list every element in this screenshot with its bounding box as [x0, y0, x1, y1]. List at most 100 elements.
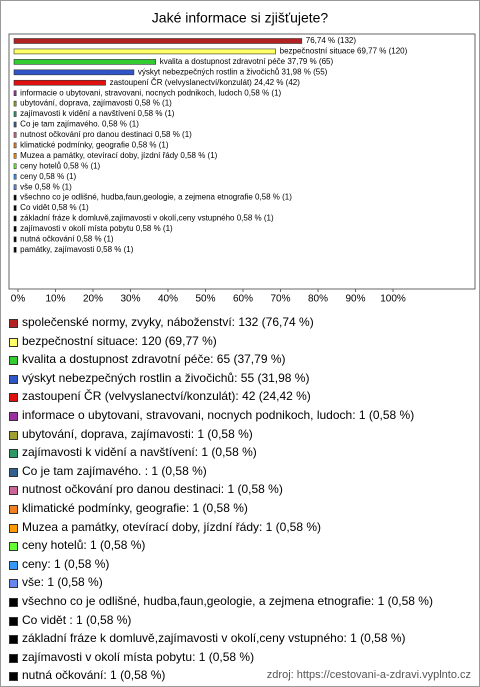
bar: [13, 38, 303, 44]
bar: [13, 226, 17, 232]
bar: [13, 153, 17, 159]
bar: [13, 59, 157, 65]
bar: [13, 111, 17, 117]
bar-label: zastoupení ČR (velvyslanectví/konzulát) …: [110, 78, 301, 87]
bar-label: ubytování, doprava, zajímavosti 0,58 % (…: [20, 99, 172, 108]
legend-swatch: [9, 523, 18, 533]
legend-label: společenské normy, zvyky, náboženství: 1…: [22, 315, 314, 329]
bar: [13, 100, 17, 107]
bar-label: výskyt nebezpečných rostlin a živočichů …: [138, 67, 328, 76]
legend-item: všechno co je odlišné, hudba,faun,geolog…: [9, 594, 471, 609]
legend-label: nutnost očkování pro danou destinaci: 1 …: [22, 482, 283, 497]
x-tick-label: 60%: [233, 294, 253, 305]
legend-swatch: [9, 672, 18, 682]
x-tick-label: 50%: [195, 294, 215, 305]
legend-item: kvalita a dostupnost zdravotní péče: 65 …: [9, 352, 471, 367]
legend-item: bezpečnostní situace: 120 (69,77 %): [9, 334, 471, 349]
x-tick-label: 70%: [270, 294, 290, 305]
legend-item: vše: 1 (0,58 %): [9, 575, 471, 590]
bar-label: kvalita a dostupnost zdravotní péče 37,7…: [160, 57, 334, 66]
legend-item: zajímavosti k vidění a navštívení: 1 (0,…: [9, 445, 471, 460]
legend-item: ubytování, doprava, zajímavosti: 1 (0,58…: [9, 427, 471, 442]
bar: [13, 142, 17, 149]
bar-label: základní fráze k domluvě,zajímavosti v o…: [20, 214, 274, 223]
legend-item: klimatické podmínky, geografie: 1 (0,58 …: [9, 501, 471, 516]
bar: [13, 90, 17, 96]
bar-label: Muzea a památky, otevírací doby, jízdní …: [20, 151, 217, 160]
bar-label: ceny hotelů 0,58 % (1): [20, 161, 100, 170]
chart: Jaké informace si zjišťujete? 0% 10% 20% 30…: [8, 10, 476, 305]
legend-swatch: [9, 597, 18, 607]
legend-swatch: [9, 504, 18, 514]
bar-label: Co je tam zajímavého. 0,58 % (1): [20, 120, 139, 129]
legend-label: vše: 1 (0,58 %): [22, 575, 103, 590]
legend-label: zajímavosti k vidění a navštívení: 1 (0,…: [22, 445, 257, 460]
legend-swatch: [9, 449, 18, 459]
x-tick-label: 0%: [11, 294, 26, 305]
legend-item: ceny: 1 (0,58 %): [9, 557, 471, 572]
bar-label: Co vidět 0,58 % (1): [20, 203, 89, 212]
legend-swatch: [9, 560, 18, 570]
bar: [13, 194, 17, 201]
x-tick-label: 40%: [158, 294, 178, 305]
legend-label: ceny: 1 (0,58 %): [22, 556, 110, 571]
legend-swatch: [9, 467, 18, 477]
bar-label: vše 0,58 % (1): [20, 182, 72, 191]
legend-label: všechno co je odlišné, hudba,faun,geolog…: [22, 593, 433, 608]
legend-swatch: [9, 542, 18, 552]
bar: [13, 69, 135, 76]
legend-label: základní fráze k domluvě,zajímavosti v o…: [22, 631, 406, 646]
legend-item: informace o ubytovani, stravovani, nocny…: [9, 408, 471, 423]
bar: [13, 215, 17, 222]
legend-label: zajímavosti v okolí místa pobytu: 1 (0,5…: [22, 649, 255, 664]
bar: [13, 121, 17, 128]
legend-label: informace o ubytovani, stravovani, nocny…: [22, 407, 415, 422]
bar-label: 76,74 % (132): [306, 36, 357, 45]
bar-label: zajímavosti k vidění a navštívení 0,58 %…: [20, 109, 175, 118]
legend-swatch: [9, 616, 18, 626]
legend-label: ubytování, doprava, zajímavosti: 1 (0,58…: [22, 426, 253, 441]
legend-item: Muzea a památky, otevírací doby, jízdní …: [9, 520, 471, 535]
legend: společenské normy, zvyky, náboženství: 1…: [9, 315, 471, 686]
bar: [13, 247, 17, 253]
bar: [13, 173, 17, 180]
legend-swatch: [9, 635, 18, 645]
legend-item: základní fráze k domluvě,zajímavosti v o…: [9, 631, 471, 646]
bar-label: bezpečnostní situace 69,77 % (120): [280, 47, 408, 56]
bar-label: nutná očkování 0,58 % (1): [20, 234, 114, 243]
legend-swatch: [9, 374, 18, 384]
legend-label: ceny hotelů: 1 (0,58 %): [22, 538, 146, 553]
legend-label: zastoupení ČR (velvyslanectví/konzulát):…: [22, 389, 311, 404]
legend-swatch: [9, 486, 18, 496]
legend-swatch: [9, 579, 18, 589]
legend-label: Co je tam zajímavého. : 1 (0,58 %): [22, 463, 207, 478]
bar-label: památky, zajímavosti 0,58 % (1): [20, 245, 134, 254]
legend-swatch: [9, 356, 18, 366]
x-tick-label: 90%: [345, 294, 365, 305]
plot-frame: [8, 33, 476, 290]
legend-item: zastoupení ČR (velvyslanectví/konzulát):…: [9, 389, 471, 404]
legend-swatch: [9, 337, 18, 347]
legend-item: nutná očkování: 1 (0,58 %): [9, 668, 471, 683]
legend-swatch: [9, 430, 18, 440]
source: zdroj: https://cestovani-a-zdravi.vyplnt…: [266, 669, 471, 681]
x-tick-label: 100%: [380, 294, 406, 305]
bar: [13, 132, 17, 138]
legend-swatch: [9, 411, 18, 421]
legend-item: Co vidět : 1 (0,58 %): [9, 613, 471, 628]
bar: [13, 236, 17, 243]
legend-label: klimatické podmínky, geografie: 1 (0,58 …: [22, 500, 248, 515]
x-tick-label: 20%: [83, 294, 103, 305]
legend-label: Muzea a památky, otevírací doby, jízdní …: [22, 519, 322, 534]
x-tick-label: 10%: [45, 294, 65, 305]
x-tick-label: 30%: [120, 294, 140, 305]
legend-item: zajímavosti v okolí místa pobytu: 1 (0,5…: [9, 650, 471, 665]
bar: [13, 163, 17, 170]
bar: [13, 79, 106, 86]
legend-label: výskyt nebezpečných rostlin a živočichů:…: [22, 370, 310, 385]
bar: [13, 205, 17, 211]
legend-label: kvalita a dostupnost zdravotní péče: 65 …: [22, 352, 286, 367]
bar: [13, 48, 276, 55]
chart-title: Jaké informace si zjišťujete?: [152, 10, 329, 26]
